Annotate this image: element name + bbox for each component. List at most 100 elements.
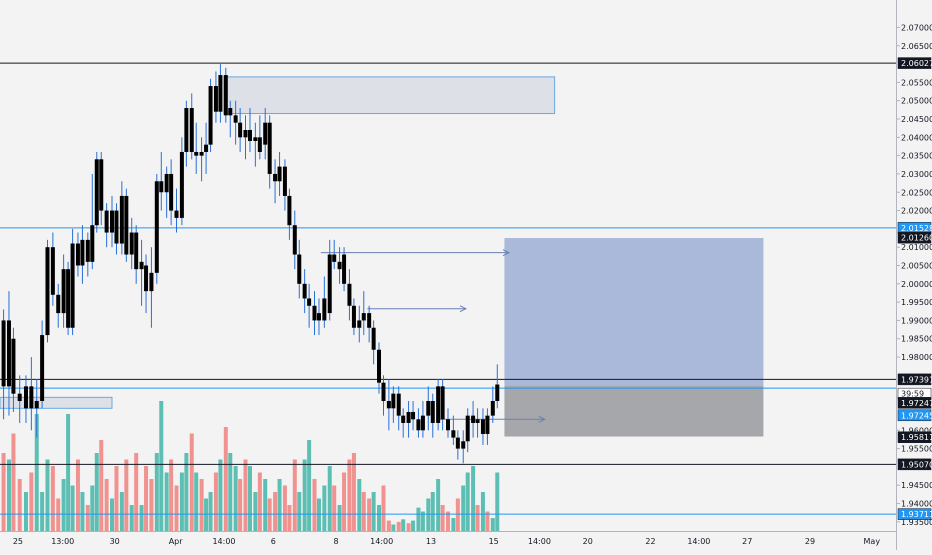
volume-bar	[110, 498, 114, 531]
volume-bar	[416, 507, 421, 531]
candle-body	[70, 243, 75, 328]
time-axis-background	[0, 531, 896, 550]
candle-body	[94, 159, 99, 226]
candle-body	[99, 159, 104, 211]
candle-body	[420, 415, 425, 431]
time-tick-label: May	[864, 537, 881, 546]
time-tick-label: Apr	[169, 537, 184, 546]
candle-body	[66, 269, 71, 328]
volume-bar	[455, 498, 460, 531]
candle-body	[169, 173, 174, 211]
ray-layer	[320, 249, 546, 423]
volume-bar	[297, 492, 302, 531]
candle-body	[114, 210, 119, 244]
price-tick-label: 1.94000	[901, 500, 932, 509]
candle-body	[357, 320, 362, 328]
candle-body	[253, 137, 258, 141]
price-label-badge	[897, 231, 932, 244]
volume-bar	[189, 433, 194, 531]
candle-body	[495, 384, 500, 401]
volume-bar	[485, 511, 490, 531]
volume-bar	[263, 479, 268, 531]
price-label-text: 1.93711	[901, 510, 932, 519]
time-tick-label: 14:00	[528, 537, 551, 546]
candle-body	[411, 411, 416, 420]
volume-bar	[307, 440, 312, 531]
candle-body	[159, 181, 164, 193]
candle-body	[475, 419, 480, 423]
volume-layer	[1, 401, 500, 531]
price-label-text: 1.95811	[901, 433, 932, 442]
volume-bar	[332, 485, 337, 531]
candle-body	[361, 313, 366, 321]
volume-bar	[208, 492, 213, 531]
price-tick-label: 2.00000	[901, 280, 932, 289]
candle-body	[337, 261, 342, 270]
volume-bar	[312, 479, 317, 531]
candle-body	[218, 75, 223, 112]
time-tick-label: 13	[426, 537, 436, 546]
time-tick-label: 22	[645, 537, 655, 546]
price-label-text: 39:59	[901, 390, 924, 399]
volume-bar	[114, 466, 119, 531]
price-label-badge	[897, 373, 932, 386]
candle-body	[396, 393, 401, 416]
volume-bar	[61, 479, 66, 531]
candle-body	[282, 166, 287, 196]
volume-bar	[287, 505, 292, 531]
time-tick-label: 8	[333, 537, 338, 546]
candle-body	[11, 338, 16, 394]
position-tool[interactable]	[504, 238, 764, 437]
price-tick-label: 1.95500	[901, 445, 932, 454]
candle-body	[316, 313, 321, 321]
candle-body	[273, 173, 278, 182]
volume-bar	[411, 520, 416, 531]
candle-body	[40, 335, 45, 401]
volume-bar	[90, 485, 95, 531]
volume-bar	[154, 453, 159, 531]
volume-bar	[495, 472, 500, 531]
price-label-text: 1.95070	[901, 460, 932, 469]
volume-bar	[465, 472, 470, 531]
price-label-text: 2.01260	[901, 234, 932, 243]
candle-body	[154, 181, 159, 273]
volume-bar	[17, 479, 22, 531]
candle-body	[471, 415, 476, 423]
candle-body	[267, 122, 272, 174]
volume-bar	[337, 505, 342, 531]
volume-bar	[194, 472, 199, 531]
volume-bar	[104, 479, 109, 531]
candle-body	[238, 122, 243, 138]
time-tick-label: 29	[805, 537, 815, 546]
candle-body	[174, 210, 179, 218]
candle-body	[194, 151, 199, 156]
candle-body	[322, 298, 327, 321]
candle-body	[34, 400, 39, 409]
candle-body	[17, 393, 22, 401]
price-label-badge	[897, 397, 932, 409]
volume-bar	[23, 492, 28, 531]
candle-body	[90, 225, 95, 262]
price-tick-label: 2.04500	[901, 115, 932, 124]
candle-body	[446, 419, 450, 431]
candle-body	[144, 265, 149, 292]
volume-bar	[6, 459, 11, 531]
volume-bar	[164, 472, 169, 531]
time-tick-label: 25	[13, 537, 23, 546]
candle-body	[110, 210, 114, 233]
candle-layer	[1, 64, 500, 464]
price-tick-label: 2.00500	[901, 262, 932, 271]
volume-bar	[1, 453, 6, 531]
price-tick-label: 2.06500	[901, 42, 932, 51]
time-tick-label: 20	[583, 537, 593, 546]
candle-body	[247, 130, 252, 141]
supply-demand-zone	[223, 76, 556, 115]
time-axis[interactable]: 25 13:00 30 Apr 14:00 6 8 14:00 13 15 14:00 20 22 14:…	[0, 531, 896, 550]
candle-body	[179, 151, 184, 218]
candle-body	[386, 400, 391, 409]
candle-body	[480, 419, 485, 434]
price-axis[interactable]: 2.07000 2.06500 2.05500 2.05000 2.04500 2.040…	[896, 0, 932, 550]
volume-bar	[461, 485, 466, 531]
